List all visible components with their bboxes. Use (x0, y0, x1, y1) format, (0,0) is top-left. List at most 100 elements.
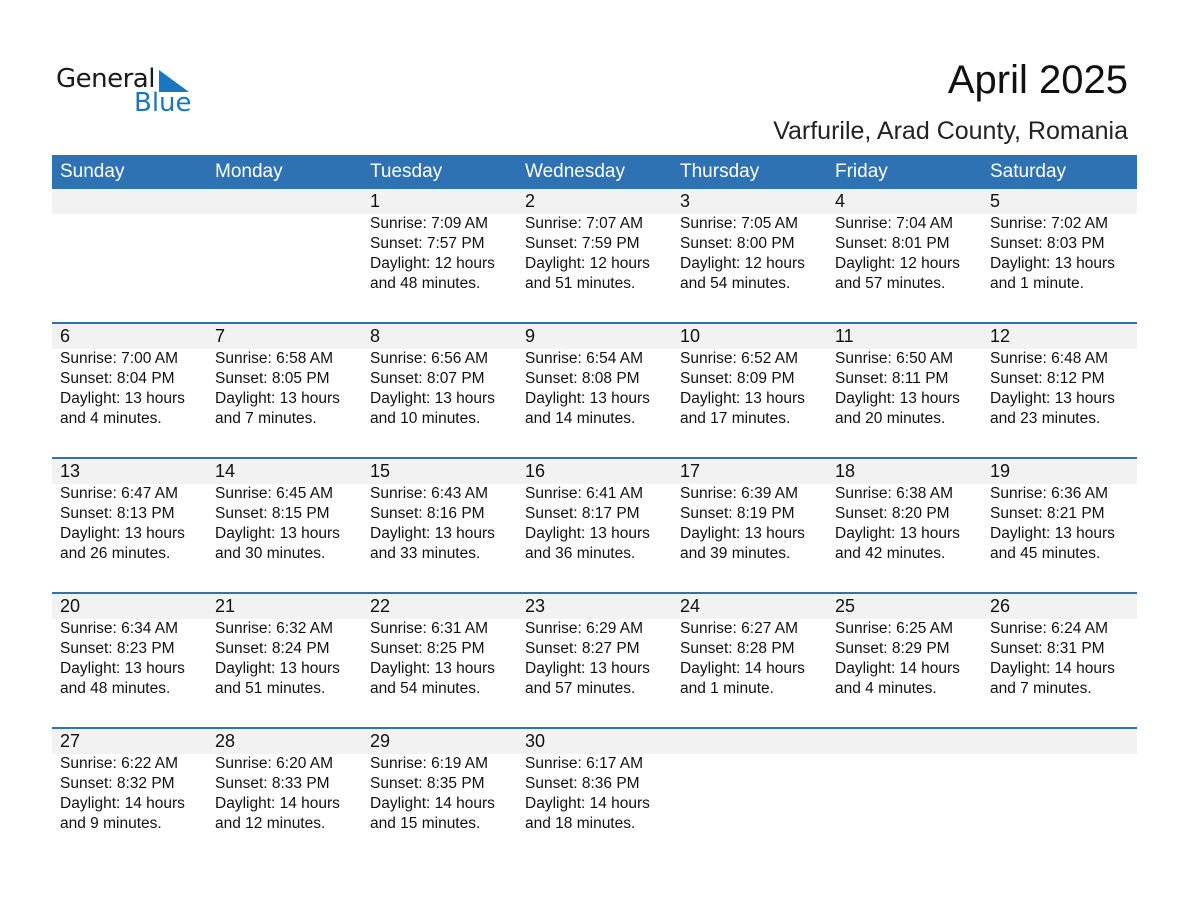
daylight-minutes-text: and 18 minutes. (525, 815, 636, 832)
daylight-text: Daylight: 12 hours (525, 255, 650, 272)
day-cell: 12 Sunrise: 6:48 AM Sunset: 8:12 PM Dayligh… (982, 324, 1137, 429)
sunrise-text: Sunrise: 6:58 AM (215, 350, 334, 367)
daylight-minutes-text: and 54 minutes. (370, 680, 481, 697)
day-cell: 4 Sunrise: 7:04 AM Sunset: 8:01 PM Daylight… (827, 189, 982, 294)
sunrise-text: Sunrise: 6:56 AM (370, 350, 489, 367)
day-number: 24 (680, 596, 701, 616)
daylight-text: Daylight: 13 hours (370, 525, 495, 542)
weekday-tuesday: Tuesday (370, 161, 443, 182)
day-number: 16 (525, 461, 546, 481)
sunset-text: Sunset: 8:23 PM (60, 640, 175, 657)
sunset-text: Sunset: 8:11 PM (835, 370, 949, 387)
sunrise-text: Sunrise: 6:36 AM (990, 485, 1109, 502)
day-number: 7 (215, 326, 226, 346)
daylight-minutes-text: and 48 minutes. (370, 275, 481, 292)
sunset-text: Sunset: 8:29 PM (835, 640, 950, 657)
sunset-text: Sunset: 8:15 PM (215, 505, 330, 522)
weekday-monday: Monday (215, 161, 283, 182)
sunset-text: Sunset: 8:33 PM (215, 775, 330, 792)
day-cell: 13 Sunrise: 6:47 AM Sunset: 8:13 PM Dayligh… (52, 459, 207, 564)
daylight-minutes-text: and 10 minutes. (370, 410, 481, 427)
daylight-text: Daylight: 13 hours (835, 390, 960, 407)
daylight-minutes-text: and 39 minutes. (680, 545, 791, 562)
sunrise-text: Sunrise: 7:05 AM (680, 215, 799, 232)
day-cell: 15 Sunrise: 6:43 AM Sunset: 8:16 PM Dayligh… (362, 459, 517, 564)
day-cell: 16 Sunrise: 6:41 AM Sunset: 8:17 PM Dayligh… (517, 459, 672, 564)
weekday-friday: Friday (835, 161, 888, 182)
sunset-text: Sunset: 8:27 PM (525, 640, 640, 657)
sunrise-text: Sunrise: 6:52 AM (680, 350, 799, 367)
sunset-text: Sunset: 8:07 PM (370, 370, 485, 387)
sunrise-text: Sunrise: 7:02 AM (990, 215, 1109, 232)
sunset-text: Sunset: 7:57 PM (370, 235, 485, 252)
daylight-minutes-text: and 1 minute. (990, 275, 1084, 292)
day-number: 5 (990, 191, 1001, 211)
daylight-minutes-text: and 57 minutes. (525, 680, 636, 697)
day-number: 8 (370, 326, 381, 346)
sunset-text: Sunset: 8:16 PM (370, 505, 485, 522)
day-number: 6 (60, 326, 71, 346)
sunrise-text: Sunrise: 6:19 AM (370, 755, 489, 772)
day-number: 4 (835, 191, 846, 211)
sunset-text: Sunset: 8:35 PM (370, 775, 485, 792)
daylight-text: Daylight: 13 hours (215, 390, 340, 407)
day-number: 15 (370, 461, 391, 481)
day-cell: 28 Sunrise: 6:20 AM Sunset: 8:33 PM Dayligh… (207, 729, 362, 834)
daylight-text: Daylight: 13 hours (525, 525, 650, 542)
daylight-text: Daylight: 13 hours (60, 525, 185, 542)
daylight-text: Daylight: 12 hours (680, 255, 805, 272)
daylight-minutes-text: and 4 minutes. (835, 680, 937, 697)
sunset-text: Sunset: 8:12 PM (990, 370, 1105, 387)
date-band (52, 459, 1137, 484)
sunrise-text: Sunrise: 6:50 AM (835, 350, 954, 367)
day-cell: 19 Sunrise: 6:36 AM Sunset: 8:21 PM Dayligh… (982, 459, 1137, 564)
sunset-text: Sunset: 8:32 PM (60, 775, 175, 792)
day-cell: 24 Sunrise: 6:27 AM Sunset: 8:28 PM Dayligh… (672, 594, 827, 699)
day-number: 17 (680, 461, 701, 481)
sunset-text: Sunset: 8:24 PM (215, 640, 330, 657)
sunrise-text: Sunrise: 6:32 AM (215, 620, 334, 637)
day-number: 29 (370, 731, 391, 751)
week-row: 1 Sunrise: 7:09 AM Sunset: 7:57 PM Daylight… (52, 189, 1137, 324)
sunrise-text: Sunrise: 6:27 AM (680, 620, 799, 637)
daylight-minutes-text: and 7 minutes. (215, 410, 317, 427)
daylight-minutes-text: and 33 minutes. (370, 545, 481, 562)
week-row: 13 Sunrise: 6:47 AM Sunset: 8:13 PM Dayligh… (52, 457, 1137, 594)
daylight-text: Daylight: 14 hours (215, 795, 340, 812)
daylight-minutes-text: and 1 minute. (680, 680, 774, 697)
daylight-minutes-text: and 57 minutes. (835, 275, 946, 292)
daylight-minutes-text: and 51 minutes. (525, 275, 636, 292)
sunset-text: Sunset: 8:08 PM (525, 370, 640, 387)
day-number: 23 (525, 596, 546, 616)
day-number: 13 (60, 461, 81, 481)
sunrise-text: Sunrise: 6:47 AM (60, 485, 179, 502)
daylight-text: Daylight: 13 hours (835, 525, 960, 542)
sunset-text: Sunset: 8:31 PM (990, 640, 1105, 657)
daylight-text: Daylight: 13 hours (680, 390, 805, 407)
day-cell: 11 Sunrise: 6:50 AM Sunset: 8:11 PM Dayligh… (827, 324, 982, 429)
sunset-text: Sunset: 8:09 PM (680, 370, 795, 387)
day-number: 1 (370, 191, 381, 211)
daylight-text: Daylight: 13 hours (525, 390, 650, 407)
daylight-text: Daylight: 13 hours (370, 660, 495, 677)
day-number: 20 (60, 596, 81, 616)
sunrise-text: Sunrise: 6:24 AM (990, 620, 1109, 637)
day-number: 26 (990, 596, 1011, 616)
daylight-minutes-text: and 42 minutes. (835, 545, 946, 562)
day-cell: 1 Sunrise: 7:09 AM Sunset: 7:57 PM Daylight… (362, 189, 517, 294)
sunset-text: Sunset: 8:19 PM (680, 505, 795, 522)
sunset-text: Sunset: 8:17 PM (525, 505, 640, 522)
daylight-text: Daylight: 13 hours (60, 660, 185, 677)
sunrise-text: Sunrise: 6:31 AM (370, 620, 489, 637)
day-cell: 29 Sunrise: 6:19 AM Sunset: 8:35 PM Dayligh… (362, 729, 517, 834)
daylight-text: Daylight: 13 hours (370, 390, 495, 407)
daylight-text: Daylight: 13 hours (680, 525, 805, 542)
day-number: 21 (215, 596, 236, 616)
daylight-minutes-text: and 9 minutes. (60, 815, 162, 832)
sunset-text: Sunset: 8:01 PM (835, 235, 950, 252)
day-cell: 3 Sunrise: 7:05 AM Sunset: 8:00 PM Daylight… (672, 189, 827, 294)
day-number: 11 (835, 326, 854, 346)
location-subtitle: Varfurile, Arad County, Romania (773, 117, 1128, 145)
day-cell: 8 Sunrise: 6:56 AM Sunset: 8:07 PM Daylight… (362, 324, 517, 429)
